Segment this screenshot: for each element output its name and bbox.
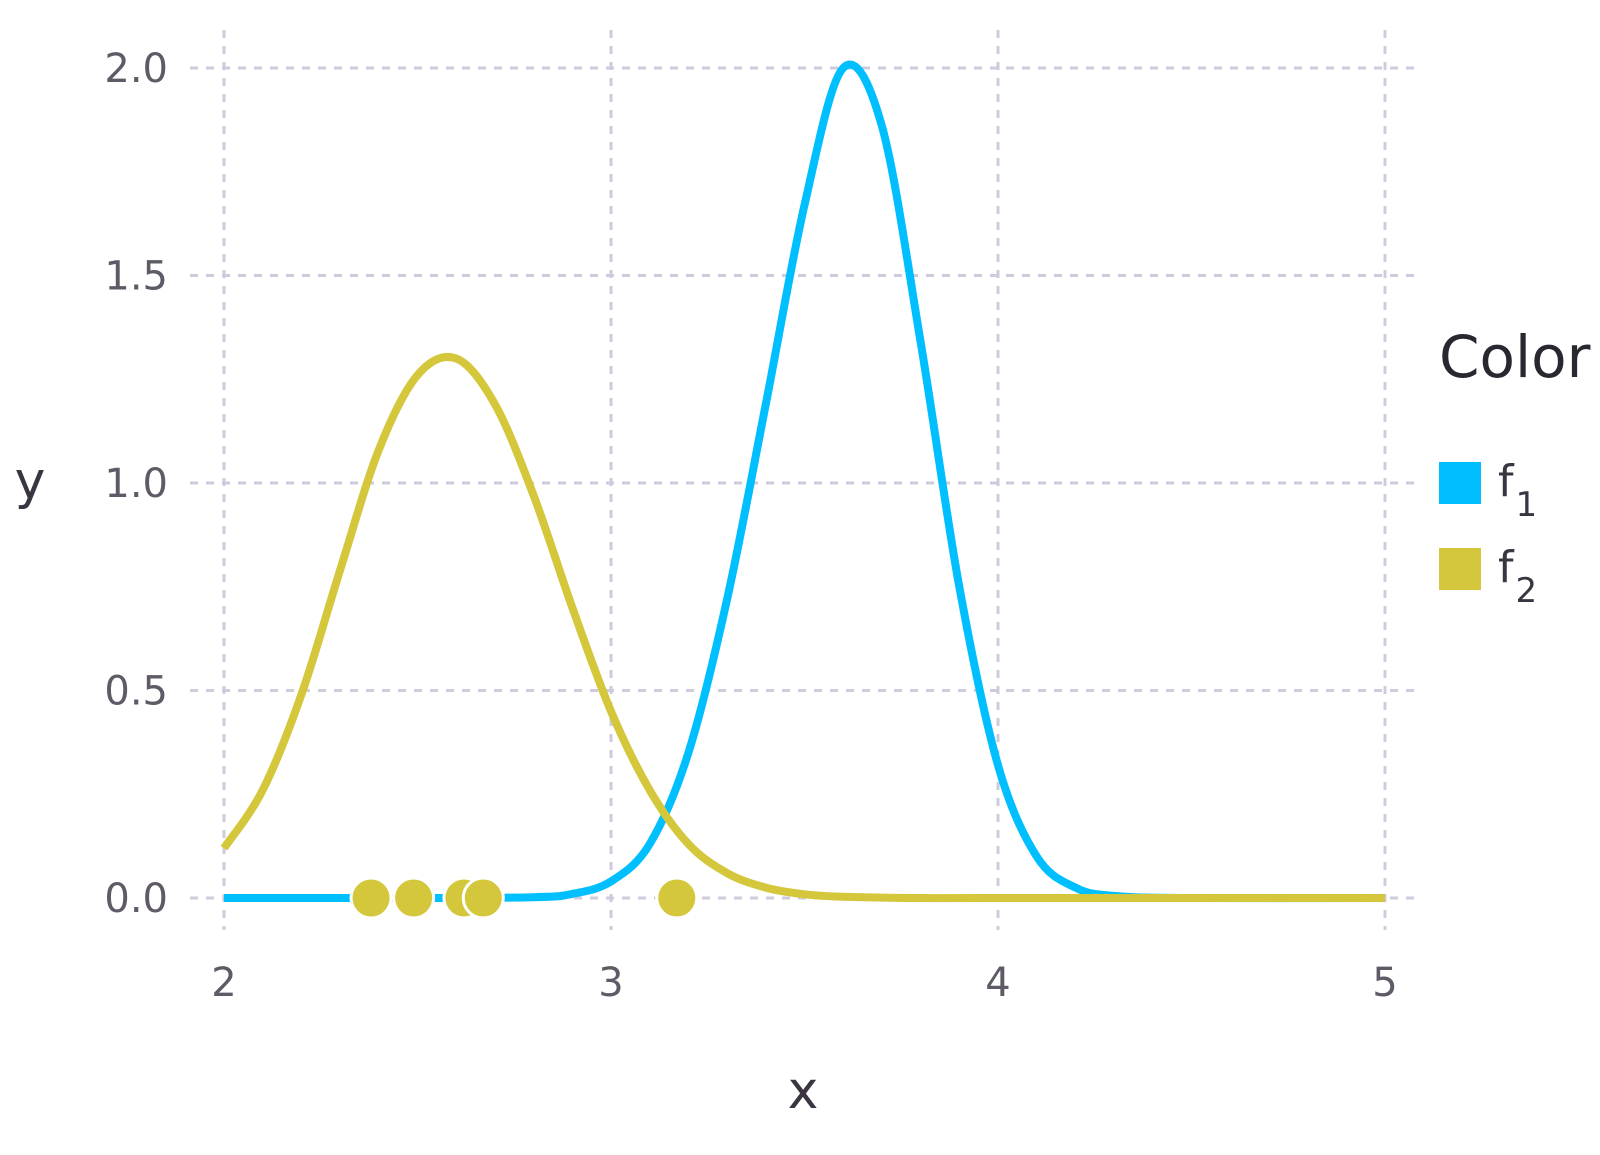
- data-point: [349, 876, 393, 920]
- y-tick-label: 1.5: [104, 254, 168, 300]
- x-axis-title: x: [788, 1061, 819, 1121]
- legend-label-base: f: [1498, 456, 1515, 507]
- y-tick-labels: 0.0 0.5 1.0 1.5 2.0: [104, 46, 168, 922]
- series-line-1: [223, 60, 1386, 903]
- y-tick-label: 2.0: [104, 46, 168, 92]
- legend-swatch-2: [1439, 548, 1481, 590]
- plot-series: [220, 60, 1386, 920]
- data-point: [392, 876, 436, 920]
- legend-title: Color: [1439, 323, 1591, 391]
- x-tick-label: 4: [985, 960, 1010, 1006]
- data-point: [461, 876, 505, 920]
- series-line-2: [220, 352, 1385, 903]
- legend-label-2: f2: [1498, 542, 1537, 611]
- legend-label-base: f: [1498, 542, 1515, 593]
- data-point: [655, 876, 699, 920]
- grid: [190, 30, 1415, 930]
- y-tick-label: 1.0: [104, 461, 168, 507]
- legend-label-subscript: 1: [1516, 485, 1538, 525]
- legend-swatch-1: [1439, 462, 1481, 504]
- legend-label-1: f1: [1498, 456, 1537, 525]
- x-tick-label: 5: [1372, 960, 1397, 1006]
- x-tick-label: 2: [211, 960, 236, 1006]
- y-axis-title: y: [15, 451, 46, 511]
- x-tick-label: 3: [598, 960, 623, 1006]
- x-tick-labels: 2 3 4 5: [211, 960, 1397, 1006]
- y-tick-label: 0.0: [104, 876, 168, 922]
- y-tick-label: 0.5: [104, 669, 168, 715]
- legend-label-subscript: 2: [1516, 571, 1538, 611]
